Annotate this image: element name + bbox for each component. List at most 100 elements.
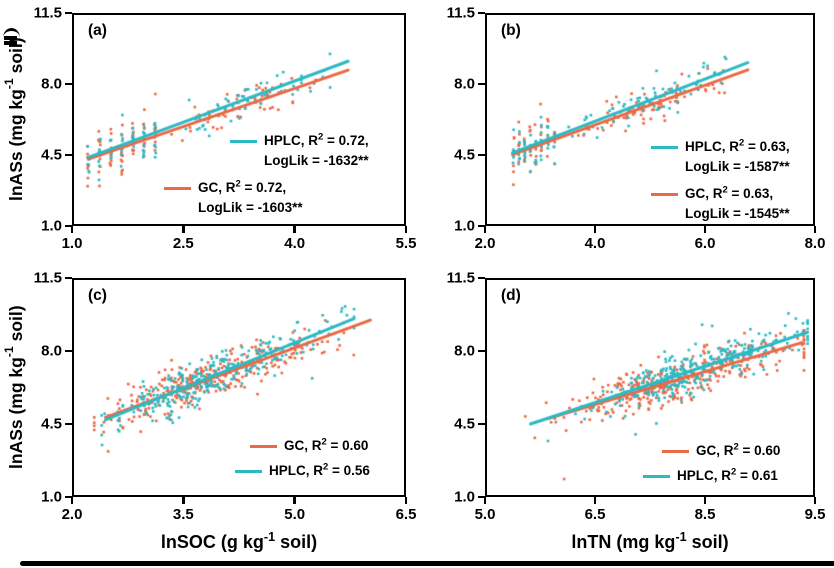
legend-text: HPLC, R2 = 0.63, LogLik = -1587** <box>685 137 790 174</box>
figure-bottom-border <box>20 561 834 566</box>
x-tick-label: 2.0 <box>474 235 496 252</box>
x-tick-mark <box>181 497 185 504</box>
y-tick-mark <box>478 224 485 228</box>
x-tick-label: 8.5 <box>694 506 716 523</box>
legend-entry-hplc: HPLC, R2 = 0.56 <box>235 461 370 481</box>
legend-line-swatch <box>164 186 191 190</box>
clipped-artifact-glyph <box>4 41 17 45</box>
y-tick-mark <box>65 153 72 157</box>
y-tick-label: 1.0 <box>454 217 475 235</box>
legend-entry-gc: GC, R2 = 0.60 <box>250 436 368 456</box>
y-tick-label: 11.5 <box>446 269 475 287</box>
x-tick-label: 4.0 <box>284 235 306 252</box>
y-tick-label: 1.0 <box>41 217 62 235</box>
y-axis-title-bottom-row: lnASs (mg kg-1 soil) <box>2 305 26 470</box>
legend-line-swatch <box>662 449 689 453</box>
panel-letter-d: (d) <box>501 287 521 304</box>
x-tick-mark <box>483 226 487 233</box>
y-tick-label: 8.0 <box>454 75 475 93</box>
x-tick-label: 2.5 <box>172 235 194 252</box>
y-tick-mark <box>478 349 485 353</box>
y-tick-mark <box>478 495 485 499</box>
x-tick-mark <box>404 497 408 504</box>
legend-line-swatch <box>643 474 670 478</box>
x-tick-mark <box>703 226 707 233</box>
y-tick-label: 1.0 <box>41 488 62 506</box>
y-tick-label: 8.0 <box>41 75 62 93</box>
x-tick-mark <box>293 497 297 504</box>
y-tick-label: 8.0 <box>41 342 62 360</box>
legend-entry-gc: GC, R2 = 0.63, LogLik = -1545** <box>651 184 790 224</box>
y-tick-mark <box>478 153 485 157</box>
clipped-artifact-glyph <box>4 36 17 40</box>
x-tick-mark <box>703 497 707 504</box>
legend-text: HPLC, R2 = 0.61 <box>677 466 778 483</box>
x-tick-label: 6.0 <box>694 235 716 252</box>
x-tick-label: 3.5 <box>172 506 194 523</box>
x-tick-mark <box>70 497 74 504</box>
y-tick-mark <box>478 82 485 86</box>
y-tick-mark <box>65 276 72 280</box>
y-tick-mark <box>478 422 485 426</box>
y-tick-label: 1.0 <box>454 488 475 506</box>
x-tick-mark <box>483 497 487 504</box>
y-tick-label: 4.5 <box>454 415 475 433</box>
x-tick-label: 8.0 <box>804 235 826 252</box>
y-tick-label: 4.5 <box>41 415 62 433</box>
legend-line-swatch <box>235 469 262 473</box>
x-tick-mark <box>593 497 597 504</box>
y-tick-mark <box>65 495 72 499</box>
legend-entry-gc: GC, R2 = 0.60 <box>662 441 780 461</box>
y-tick-label: 11.5 <box>446 4 475 22</box>
legend-text: GC, R2 = 0.72, LogLik = -1603** <box>198 178 303 215</box>
x-tick-label: 6.5 <box>395 506 417 523</box>
legend-text: HPLC, R2 = 0.56 <box>269 461 370 478</box>
panel-c: (c) 2.0 3.5 5.0 6.5 1.0 4.5 8.0 11.5 GC, R2 = 0.… <box>34 270 417 524</box>
panel-d: (d) 5.0 6.5 8.5 9.5 1.0 4.5 8.0 11.5 GC, R2 = 0.… <box>447 270 826 524</box>
y-tick-label: 4.5 <box>454 146 475 164</box>
y-tick-mark <box>65 11 72 15</box>
y-tick-mark <box>65 224 72 228</box>
legend-line-swatch <box>250 444 277 448</box>
x-tick-mark <box>70 226 74 233</box>
legend-entry-hplc: HPLC, R2 = 0.63, LogLik = -1587** <box>651 137 790 177</box>
x-tick-label: 1.0 <box>61 235 83 252</box>
y-axis-title-top-row: lnASs (mg kg-1 soil) <box>2 37 26 202</box>
y-tick-label: 11.5 <box>33 4 62 22</box>
y-tick-label: 8.0 <box>454 342 475 360</box>
y-tick-mark <box>65 349 72 353</box>
x-tick-label: 4.0 <box>584 235 606 252</box>
legend-line-swatch <box>651 145 678 149</box>
panel-letter-b: (b) <box>501 22 521 39</box>
scatter-canvas-d <box>485 278 815 497</box>
panel-letter-a: (a) <box>88 22 107 39</box>
legend-entry-gc: GC, R2 = 0.72, LogLik = -1603** <box>164 178 303 218</box>
x-tick-mark <box>404 226 408 233</box>
legend-text: HPLC, R2 = 0.72, LogLik = -1632** <box>264 131 369 168</box>
y-tick-mark <box>65 82 72 86</box>
legend-line-swatch <box>651 192 678 196</box>
scatter-canvas-c <box>72 278 406 497</box>
x-tick-label: 2.0 <box>61 506 83 523</box>
legend-text: GC, R2 = 0.63, LogLik = -1545** <box>685 184 790 221</box>
x-tick-mark <box>181 226 185 233</box>
legend-text: GC, R2 = 0.60 <box>696 441 781 458</box>
clipped-artifact-glyph <box>3 28 20 38</box>
legend-entry-hplc: HPLC, R2 = 0.72, LogLik = -1632** <box>230 131 369 171</box>
x-tick-label: 6.5 <box>584 506 606 523</box>
panel-a: (a) 1.0 2.5 4.0 5.5 1.0 4.5 8.0 11.5 HPLC, R2 = … <box>34 5 417 253</box>
legend-text: GC, R2 = 0.60 <box>284 436 369 453</box>
x-tick-label: 5.0 <box>474 506 496 523</box>
x-tick-label: 9.5 <box>804 506 826 523</box>
x-tick-label: 5.5 <box>395 235 417 252</box>
x-tick-mark <box>813 497 817 504</box>
scatter-canvas-b <box>485 13 815 226</box>
panel-b: (b) 2.0 4.0 6.0 8.0 1.0 4.5 8.0 11.5 HPLC, R2 = … <box>447 5 826 253</box>
x-tick-mark <box>593 226 597 233</box>
x-tick-label: 5.0 <box>284 506 306 523</box>
x-axis-title-lnsoc: lnSOC (g kg-1 soil) <box>160 530 318 552</box>
y-tick-mark <box>65 422 72 426</box>
scatter-canvas-a <box>72 13 406 226</box>
y-tick-mark <box>478 11 485 15</box>
